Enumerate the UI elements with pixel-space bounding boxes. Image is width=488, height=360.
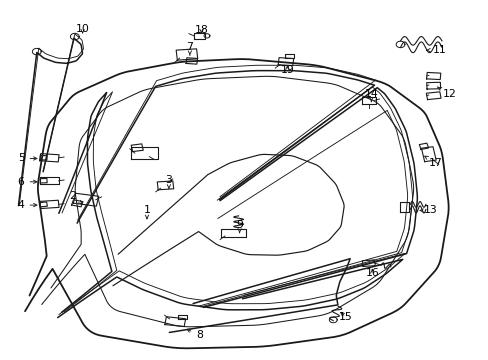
Text: 13: 13 [419, 206, 437, 216]
Text: 19: 19 [280, 64, 294, 75]
Text: 10: 10 [76, 24, 89, 35]
Text: 6: 6 [18, 177, 37, 187]
Text: 16: 16 [365, 267, 378, 278]
Text: 5: 5 [18, 153, 37, 163]
Text: 4: 4 [18, 200, 37, 210]
Text: 12: 12 [436, 87, 455, 99]
Text: 17: 17 [424, 156, 442, 168]
Text: 8: 8 [186, 329, 203, 340]
Text: 2: 2 [69, 191, 81, 204]
Text: 7: 7 [186, 42, 193, 55]
Text: 3: 3 [165, 175, 172, 188]
Text: 11: 11 [426, 45, 446, 55]
Text: 1: 1 [143, 206, 150, 219]
Text: 15: 15 [338, 312, 352, 322]
Text: 14: 14 [364, 89, 377, 102]
Text: 18: 18 [194, 25, 208, 35]
Text: 9: 9 [236, 220, 243, 233]
